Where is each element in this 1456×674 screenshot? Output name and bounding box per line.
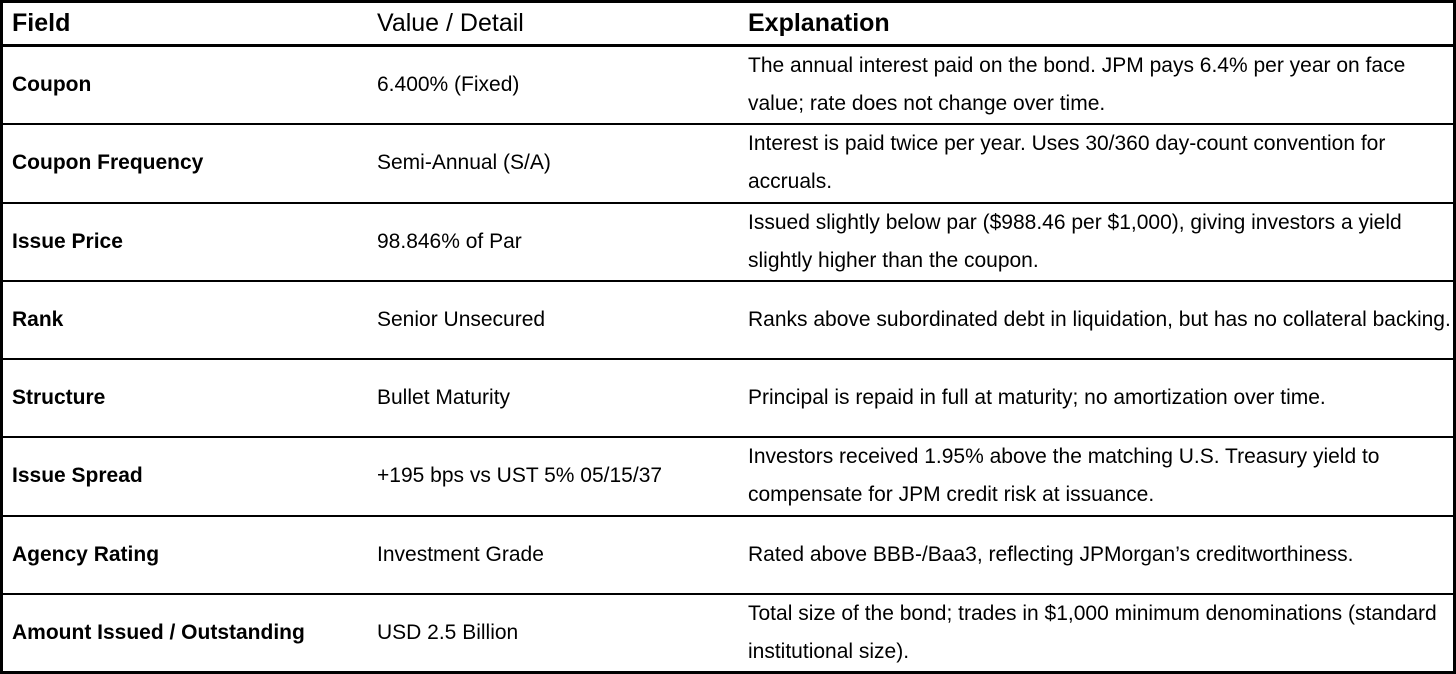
- table-row-structure: Structure Bullet Maturity Principal is r…: [3, 360, 1453, 439]
- field-value: +195 bps vs UST 5% 05/15/37: [377, 464, 663, 488]
- field-label: Coupon: [12, 73, 92, 96]
- field-value: 98.846% of Par: [377, 229, 522, 253]
- table-header-row: Field Value / Detail Explanation: [3, 3, 1453, 47]
- field-label: Issue Spread: [12, 464, 143, 488]
- header-value-detail: Value / Detail: [377, 8, 524, 37]
- field-label: Rank: [12, 307, 64, 331]
- field-explanation: Total size of the bond; trades in $1,000…: [748, 601, 1437, 663]
- field-value: 6.400% (Fixed): [377, 73, 520, 96]
- field-value: Investment Grade: [377, 542, 544, 566]
- field-label: Coupon Frequency: [12, 151, 204, 175]
- table-row-agency-rating: Agency Rating Investment Grade Rated abo…: [3, 517, 1453, 595]
- header-field: Field: [12, 8, 71, 37]
- field-explanation: Investors received 1.95% above the match…: [748, 445, 1380, 507]
- field-explanation: Rated above BBB-/Baa3, reflecting JPMorg…: [748, 542, 1354, 566]
- field-label: Agency Rating: [12, 542, 160, 566]
- field-explanation: Ranks above subordinated debt in liquida…: [748, 307, 1451, 331]
- field-value: Senior Unsecured: [377, 307, 546, 331]
- table-row-coupon-frequency: Coupon Frequency Semi-Annual (S/A) Inter…: [3, 125, 1453, 204]
- field-label: Amount Issued / Outstanding: [12, 620, 305, 644]
- field-value: Bullet Maturity: [377, 386, 511, 409]
- table-row-amount-issued: Amount Issued / Outstanding USD 2.5 Bill…: [3, 595, 1453, 671]
- field-explanation: Principal is repaid in full at maturity;…: [748, 386, 1326, 410]
- field-explanation: Issued slightly below par ($988.46 per $…: [748, 210, 1402, 272]
- field-value: USD 2.5 Billion: [377, 620, 519, 644]
- field-value: Semi-Annual (S/A): [377, 151, 551, 175]
- table-row-issue-price: Issue Price 98.846% of Par Issued slight…: [3, 204, 1453, 282]
- table-row-coupon: Coupon 6.400% (Fixed) The annual interes…: [3, 47, 1453, 126]
- field-label: Issue Price: [12, 229, 123, 253]
- table-row-rank: Rank Senior Unsecured Ranks above subord…: [3, 282, 1453, 360]
- field-explanation: The annual interest paid on the bond. JP…: [748, 54, 1406, 116]
- header-explanation: Explanation: [748, 8, 890, 37]
- field-label: Structure: [12, 386, 106, 409]
- table-row-issue-spread: Issue Spread +195 bps vs UST 5% 05/15/37…: [3, 438, 1453, 517]
- field-explanation: Interest is paid twice per year. Uses 30…: [748, 132, 1386, 194]
